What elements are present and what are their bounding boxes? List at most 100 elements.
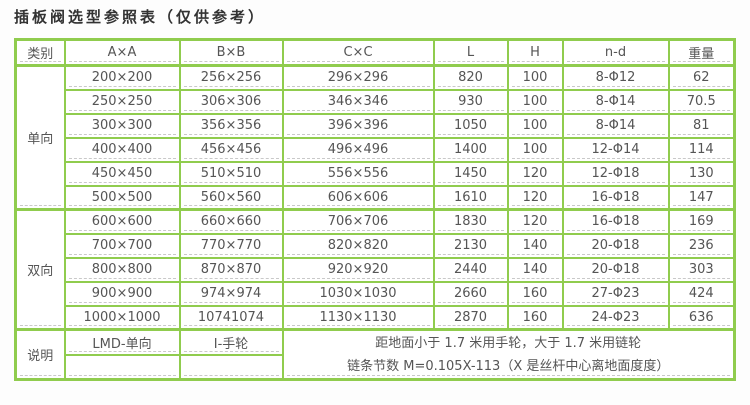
- data-cell: 700×700: [63, 232, 181, 259]
- data-cell: 636: [667, 304, 736, 331]
- note-line-2: 链条节数 M=0.105X-113（X 是丝杆中心离地面度度）: [347, 358, 670, 374]
- data-cell: 100: [506, 88, 564, 115]
- data-cell: 660×660: [178, 208, 284, 235]
- note-row: [16, 353, 735, 381]
- data-cell: 70.5: [667, 88, 736, 115]
- data-cell: 2440: [432, 256, 509, 283]
- data-cell: 356×356: [178, 112, 284, 139]
- data-cell: 424: [667, 280, 736, 307]
- header-cell-bxb: B×B: [178, 38, 284, 67]
- header-cell-h: H: [506, 38, 564, 67]
- table-row: 450×450 510×510 556×556 1450 120 12-Φ18 130: [16, 160, 736, 187]
- data-cell: 160: [506, 280, 564, 307]
- data-cell: 160: [506, 304, 564, 331]
- header-cell-category: 类别: [14, 38, 66, 67]
- data-cell: 10741074: [178, 304, 284, 331]
- data-cell: 24-Φ23: [561, 304, 670, 331]
- table-row: 500×500 560×560 606×606 1610 120 16-Φ18 147: [16, 184, 736, 211]
- data-cell: 870×870: [178, 256, 284, 283]
- data-cell: 100: [506, 64, 564, 91]
- data-cell: 114: [667, 136, 736, 163]
- table-row: 双向 600×600 660×660 706×706 1830 120 16-Φ18 169: [14, 208, 736, 331]
- data-cell: 1610: [432, 184, 509, 211]
- table-row: 单向 200×200 256×256 296×296 820 100 8-Φ12 62: [14, 64, 736, 211]
- data-cell: 2130: [432, 232, 509, 259]
- data-cell: 120: [506, 160, 564, 187]
- header-cell-nd: n-d: [561, 38, 670, 67]
- data-cell: 2660: [432, 280, 509, 307]
- header-cell-cxc: C×C: [281, 38, 435, 67]
- note-cell-lmd: LMD-单向: [63, 328, 181, 356]
- data-cell: 396×396: [281, 112, 435, 139]
- data-cell: 556×556: [281, 160, 435, 187]
- data-cell: 300×300: [63, 112, 181, 139]
- data-cell: 930: [432, 88, 509, 115]
- data-cell: 600×600: [63, 208, 181, 235]
- data-cell: 496×496: [281, 136, 435, 163]
- header-cell-axa: A×A: [63, 38, 181, 67]
- data-cell: 303: [667, 256, 736, 283]
- header-cell-l: L: [432, 38, 509, 67]
- data-cell: 1400: [432, 136, 509, 163]
- data-cell: 200×200: [63, 64, 181, 91]
- data-cell: 1030×1030: [281, 280, 435, 307]
- data-cell: 400×400: [63, 136, 181, 163]
- table-row: 400×400 456×456 496×496 1400 100 12-Φ14 114: [16, 136, 736, 163]
- data-cell: 20-Φ18: [561, 256, 670, 283]
- data-cell: 120: [506, 208, 564, 235]
- data-cell: 1000×1000: [63, 304, 181, 331]
- data-cell: 130: [667, 160, 736, 187]
- data-cell: 346×346: [281, 88, 435, 115]
- data-cell: 62: [667, 64, 736, 91]
- note-line-1: 距地面小于 1.7 米用手轮，大于 1.7 米用链轮: [375, 335, 642, 351]
- table-row: 700×700 770×770 820×820 2130 140 20-Φ18 236: [16, 232, 736, 259]
- table-header: 类别 A×A B×B C×C L H n-d 重量: [14, 38, 736, 67]
- table-row: 800×800 870×870 920×920 2440 140 20-Φ18 303: [16, 256, 736, 283]
- data-cell: 1130×1130: [281, 304, 435, 331]
- table-row: 250×250 306×306 346×346 930 100 8-Φ14 70.5: [16, 88, 736, 115]
- data-cell: 456×456: [178, 136, 284, 163]
- data-cell: 500×500: [63, 184, 181, 211]
- data-cell: 820: [432, 64, 509, 91]
- group-label: 双向: [14, 208, 66, 331]
- data-cell: 820×820: [281, 232, 435, 259]
- data-cell: 510×510: [178, 160, 284, 187]
- data-cell: 974×974: [178, 280, 284, 307]
- table-row: 900×900 974×974 1030×1030 2660 160 27-Φ23 424: [16, 280, 736, 307]
- note-label: 说明: [14, 328, 66, 381]
- data-cell: 8-Φ12: [561, 64, 670, 91]
- data-cell: 20-Φ18: [561, 232, 670, 259]
- data-cell: 100: [506, 112, 564, 139]
- data-cell: 770×770: [178, 232, 284, 259]
- note-row: 说明 LMD-单向 I-手轮 距地面小于 1.7 米用手轮，大于 1.7 米用链轮 链条…: [14, 328, 736, 381]
- spec-table: 类别 A×A B×B C×C L H n-d 重量 单向 200×200 256×2…: [14, 38, 736, 381]
- data-cell: 16-Φ18: [561, 184, 670, 211]
- data-cell: 12-Φ14: [561, 136, 670, 163]
- table-row: 300×300 356×356 396×396 1050 100 8-Φ14 81: [16, 112, 736, 139]
- data-cell: 1450: [432, 160, 509, 187]
- table-body: 单向 200×200 256×256 296×296 820 100 8-Φ12 62 250×…: [14, 64, 736, 381]
- data-cell: 706×706: [281, 208, 435, 235]
- data-cell: 236: [667, 232, 736, 259]
- data-cell: 800×800: [63, 256, 181, 283]
- empty-cell: [63, 353, 181, 381]
- data-cell: 100: [506, 136, 564, 163]
- data-cell: 81: [667, 112, 736, 139]
- data-cell: 250×250: [63, 88, 181, 115]
- data-cell: 306×306: [178, 88, 284, 115]
- data-cell: 27-Φ23: [561, 280, 670, 307]
- header-cell-weight: 重量: [667, 38, 736, 67]
- data-cell: 147: [667, 184, 736, 211]
- header-row: 类别 A×A B×B C×C L H n-d 重量: [14, 38, 736, 67]
- data-cell: 450×450: [63, 160, 181, 187]
- data-cell: 8-Φ14: [561, 88, 670, 115]
- data-cell: 560×560: [178, 184, 284, 211]
- data-cell: 1050: [432, 112, 509, 139]
- data-cell: 1830: [432, 208, 509, 235]
- data-cell: 900×900: [63, 280, 181, 307]
- page-title: 插板阀选型参照表（仅供参考）: [14, 8, 267, 26]
- data-cell: 606×606: [281, 184, 435, 211]
- data-cell: 2870: [432, 304, 509, 331]
- data-cell: 256×256: [178, 64, 284, 91]
- empty-cell: [178, 353, 284, 381]
